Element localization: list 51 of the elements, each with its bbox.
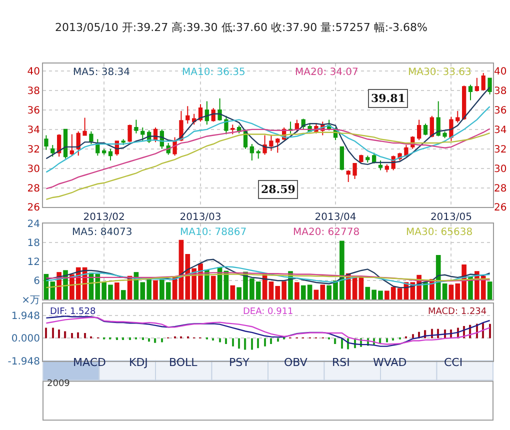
y-tick-label: 40 bbox=[27, 66, 40, 78]
series-label: MACD: 1.234 bbox=[428, 307, 487, 317]
y-tick-label: 32 bbox=[27, 144, 40, 156]
text: MA10: 36.35 bbox=[182, 67, 246, 78]
y-tick-label: 0.000 bbox=[11, 334, 40, 345]
y-tick-label: 24 bbox=[27, 219, 40, 230]
annotation: RSI bbox=[332, 356, 350, 369]
annotation: PSY bbox=[229, 356, 250, 369]
x-tick-label: 2013/04 bbox=[314, 212, 356, 224]
annotation: 39.81 bbox=[371, 92, 406, 105]
text: MA5: 84073 bbox=[72, 227, 132, 238]
y2-tick-label: 38 bbox=[494, 86, 507, 98]
y-tick-label: 36 bbox=[27, 105, 40, 116]
y-tick-label: 12 bbox=[27, 257, 40, 268]
x-tick-label: 2013/03 bbox=[180, 212, 222, 224]
chart-title: 2013/05/10 开:39.27 高:39.30 低:37.60 收:37.90 量:57257 幅:-3.68% bbox=[55, 21, 428, 34]
text: MA20: 34.07 bbox=[295, 67, 358, 78]
text: MA30: 33.63 bbox=[408, 67, 472, 78]
text: 2009 bbox=[47, 379, 70, 389]
text: MA10: 78867 bbox=[180, 227, 247, 238]
y-tick-label: 18 bbox=[27, 238, 40, 250]
annotation: KDJ bbox=[129, 356, 148, 369]
y-tick-label: 1.948 bbox=[11, 311, 40, 322]
series-label: DEA: 0.911 bbox=[243, 307, 294, 317]
annotation: CCI bbox=[444, 356, 463, 369]
y2-tick-label: 36 bbox=[494, 105, 507, 116]
x-tick-label: 2013/02 bbox=[83, 212, 125, 224]
y2-tick-label: 26 bbox=[494, 202, 507, 214]
series-label: DIF: 1.528 bbox=[50, 307, 96, 317]
y2-tick-label: 34 bbox=[494, 124, 507, 136]
y-tick-label: 34 bbox=[27, 124, 40, 136]
annotation: WVAD bbox=[373, 356, 407, 369]
y-tick-label: ×万 bbox=[22, 295, 40, 306]
annotation: MACD bbox=[73, 356, 106, 369]
text: MA20: 62778 bbox=[293, 227, 360, 238]
annotation: 28.59 bbox=[261, 183, 296, 196]
annotation: BOLL bbox=[169, 356, 198, 369]
y-tick-label: 6 bbox=[34, 276, 40, 288]
x-tick-label: 2013/05 bbox=[430, 212, 472, 224]
y-tick-label: 28 bbox=[27, 183, 40, 194]
y2-tick-label: 30 bbox=[494, 164, 507, 175]
y-tick-label: 38 bbox=[27, 86, 40, 98]
y-tick-label: -1.948 bbox=[8, 356, 40, 368]
y2-tick-label: 32 bbox=[494, 144, 507, 156]
y-tick-label: 26 bbox=[27, 202, 40, 214]
text: MA5: 38.34 bbox=[73, 67, 130, 78]
text: MA30: 65638 bbox=[406, 227, 473, 238]
y2-tick-label: 40 bbox=[494, 66, 507, 78]
y-tick-label: 30 bbox=[27, 164, 40, 175]
annotation: OBV bbox=[284, 356, 308, 369]
y2-tick-label: 28 bbox=[494, 183, 507, 194]
